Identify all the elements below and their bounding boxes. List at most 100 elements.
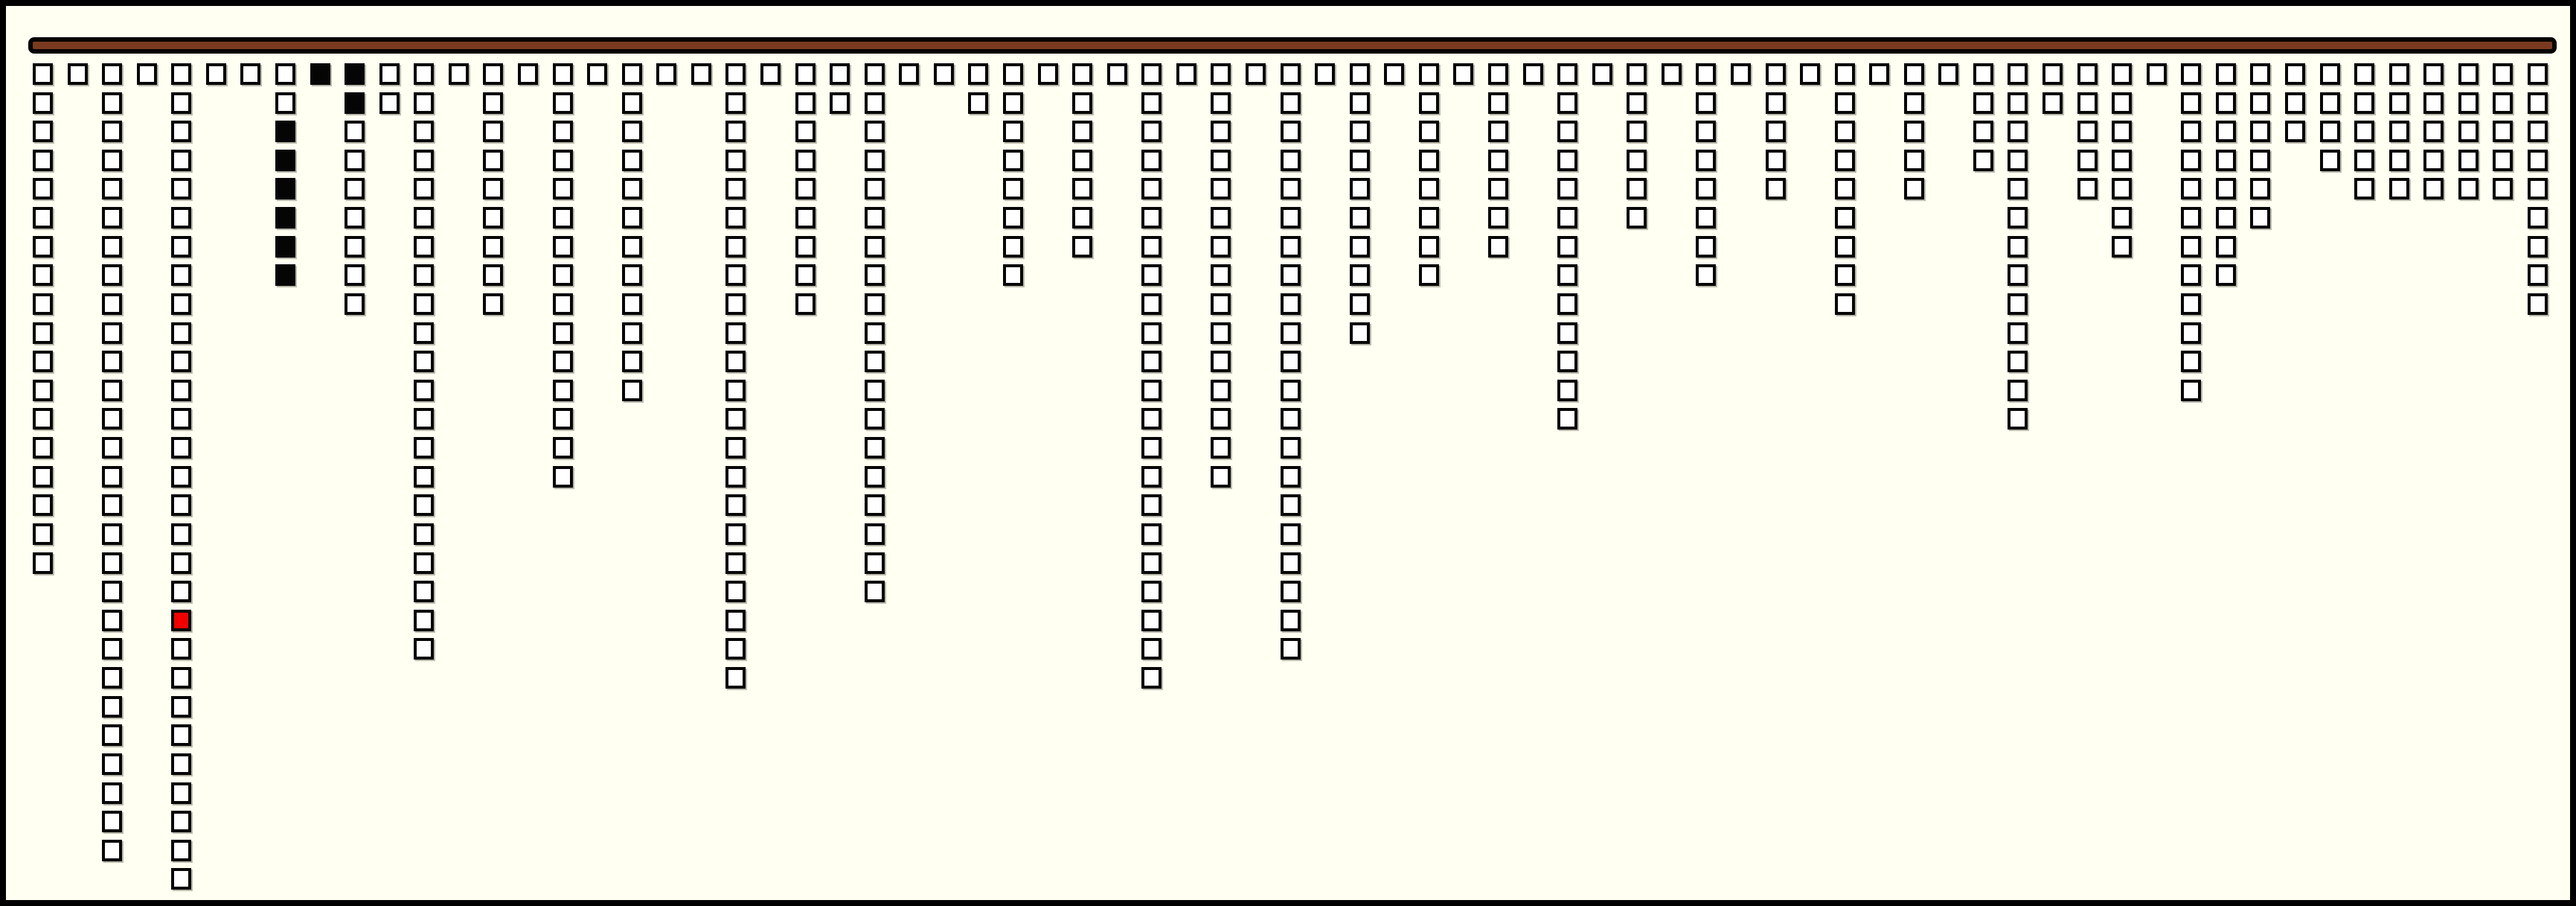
cell[interactable] — [2389, 150, 2409, 171]
cell[interactable] — [2112, 236, 2132, 258]
cell[interactable] — [414, 207, 434, 229]
cell[interactable] — [1281, 63, 1301, 85]
cell[interactable] — [102, 552, 122, 574]
cell[interactable] — [622, 121, 642, 142]
cell[interactable] — [553, 466, 573, 488]
cell[interactable] — [1141, 92, 1162, 114]
cell[interactable] — [2042, 63, 2063, 85]
cell[interactable] — [1350, 293, 1370, 315]
cell[interactable] — [1384, 63, 1404, 85]
cell[interactable] — [2181, 264, 2201, 286]
cell[interactable] — [795, 264, 816, 286]
cell[interactable] — [102, 610, 122, 631]
cell[interactable] — [795, 178, 816, 200]
cell[interactable] — [865, 523, 885, 545]
cell[interactable] — [795, 207, 816, 229]
cell[interactable] — [1281, 437, 1301, 459]
cell[interactable] — [1557, 236, 1577, 258]
filled-cell[interactable] — [275, 207, 295, 229]
cell[interactable] — [102, 840, 122, 861]
cell[interactable] — [553, 408, 573, 430]
cell[interactable] — [2250, 63, 2270, 85]
cell[interactable] — [1072, 92, 1092, 114]
cell[interactable] — [33, 293, 53, 315]
cell[interactable] — [345, 293, 365, 315]
cell[interactable] — [1211, 63, 1231, 85]
cell[interactable] — [2285, 121, 2305, 142]
cell[interactable] — [2320, 150, 2340, 171]
cell[interactable] — [865, 322, 885, 344]
cell[interactable] — [171, 523, 191, 545]
cell[interactable] — [2181, 150, 2201, 171]
cell[interactable] — [2216, 121, 2236, 142]
cell[interactable] — [171, 696, 191, 718]
cell[interactable] — [1731, 63, 1751, 85]
cell[interactable] — [2458, 150, 2479, 171]
cell[interactable] — [1592, 63, 1612, 85]
cell[interactable] — [1627, 207, 1647, 229]
cell[interactable] — [2112, 121, 2132, 142]
cell[interactable] — [171, 724, 191, 746]
cell[interactable] — [1211, 322, 1231, 344]
cell[interactable] — [240, 63, 260, 85]
cell[interactable] — [1141, 667, 1162, 689]
cell[interactable] — [553, 236, 573, 258]
cell[interactable] — [725, 581, 746, 602]
cell[interactable] — [865, 236, 885, 258]
cell[interactable] — [1141, 610, 1162, 631]
cell[interactable] — [1557, 322, 1577, 344]
cell[interactable] — [1246, 63, 1266, 85]
cell[interactable] — [1835, 236, 1855, 258]
cell[interactable] — [1557, 408, 1577, 430]
cell[interactable] — [2285, 92, 2305, 114]
cell[interactable] — [102, 696, 122, 718]
cell[interactable] — [865, 466, 885, 488]
cell[interactable] — [1627, 121, 1647, 142]
cell[interactable] — [1419, 92, 1439, 114]
cell[interactable] — [2077, 150, 2098, 171]
cell[interactable] — [2458, 92, 2479, 114]
cell[interactable] — [725, 207, 746, 229]
cell[interactable] — [102, 63, 122, 85]
cell[interactable] — [1488, 121, 1508, 142]
cell[interactable] — [102, 380, 122, 401]
cell[interactable] — [171, 782, 191, 804]
cell[interactable] — [1281, 351, 1301, 372]
cell[interactable] — [1072, 207, 1092, 229]
cell[interactable] — [483, 207, 503, 229]
cell[interactable] — [2458, 178, 2479, 200]
cell[interactable] — [414, 92, 434, 114]
cell[interactable] — [1350, 322, 1370, 344]
cell[interactable] — [725, 178, 746, 200]
cell[interactable] — [1557, 351, 1577, 372]
cell[interactable] — [2008, 150, 2028, 171]
cell[interactable] — [2458, 63, 2479, 85]
cell[interactable] — [1419, 150, 1439, 171]
cell[interactable] — [968, 92, 988, 114]
cell[interactable] — [725, 494, 746, 516]
cell[interactable] — [1350, 178, 1370, 200]
cell[interactable] — [622, 264, 642, 286]
cell[interactable] — [33, 150, 53, 171]
cell[interactable] — [171, 667, 191, 689]
cell[interactable] — [1800, 63, 1820, 85]
cell[interactable] — [102, 121, 122, 142]
cell[interactable] — [414, 408, 434, 430]
filled-cell[interactable] — [275, 236, 295, 258]
cell[interactable] — [1141, 293, 1162, 315]
cell[interactable] — [102, 466, 122, 488]
cell[interactable] — [622, 92, 642, 114]
cell[interactable] — [1003, 178, 1023, 200]
cell[interactable] — [2528, 264, 2548, 286]
cell[interactable] — [2423, 150, 2444, 171]
cell[interactable] — [1141, 63, 1162, 85]
cell[interactable] — [1281, 380, 1301, 401]
cell[interactable] — [33, 264, 53, 286]
cell[interactable] — [865, 121, 885, 142]
cell[interactable] — [33, 178, 53, 200]
cell[interactable] — [553, 437, 573, 459]
cell[interactable] — [1141, 264, 1162, 286]
cell[interactable] — [1141, 236, 1162, 258]
cell[interactable] — [1488, 92, 1508, 114]
filled-cell[interactable] — [275, 178, 295, 200]
